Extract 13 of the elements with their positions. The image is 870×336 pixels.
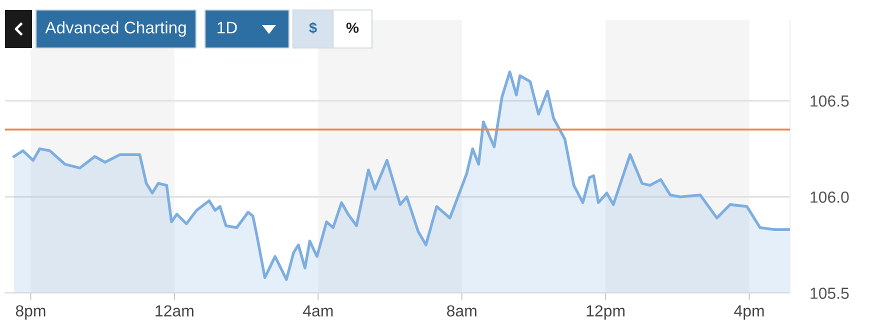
annotation: $ (309, 22, 317, 34)
annotation: % (346, 22, 359, 33)
x-tick-label: 12pm (586, 305, 624, 320)
x-tick-label: 4am (302, 305, 333, 317)
y-tick-label: 105.5 (810, 288, 849, 299)
y-tick-label: 106.5 (810, 95, 849, 107)
x-tick-label: 8pm (16, 305, 46, 320)
annotation: Advanced Charting (45, 21, 186, 37)
x-tick-label: 4pm (734, 305, 764, 320)
x-tick-label: 12am (156, 305, 194, 317)
y-tick-label: 106.0 (810, 192, 849, 203)
annotation: 1D (218, 22, 237, 34)
x-tick-label: 8am (447, 305, 476, 317)
